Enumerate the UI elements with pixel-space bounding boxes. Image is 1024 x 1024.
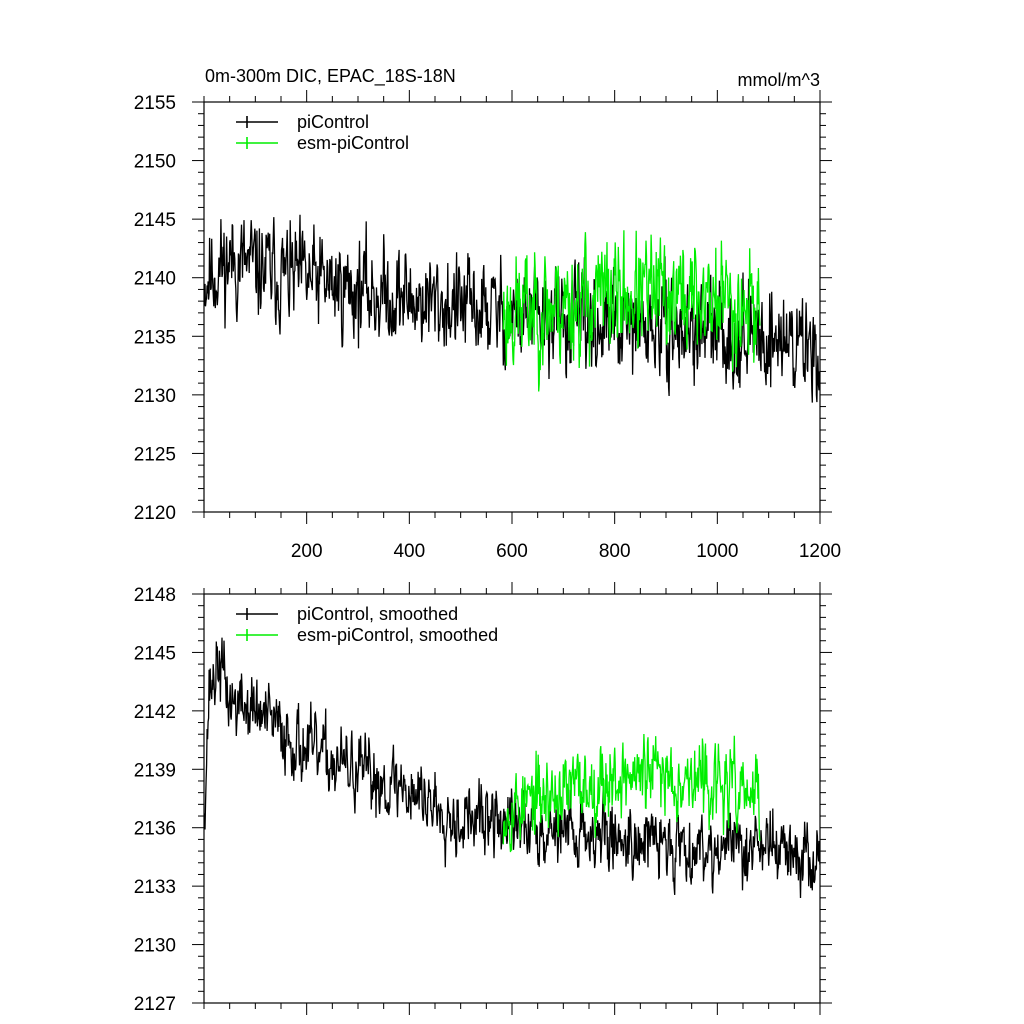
y-tick-label: 2120 — [134, 503, 176, 524]
y-tick-label: 2142 — [134, 702, 176, 723]
x-tick-label: 200 — [291, 541, 323, 562]
x-tick-label: 1000 — [696, 541, 738, 562]
units-label: mmol/m^3 — [738, 70, 820, 90]
series-line-picontrol — [204, 637, 820, 899]
legend-label: piControl — [297, 112, 369, 132]
y-tick-label: 2127 — [134, 994, 176, 1015]
y-tick-label: 2155 — [134, 93, 176, 114]
legend-label: esm-piControl — [297, 133, 409, 153]
y-tick-label: 2150 — [134, 152, 176, 173]
series-line-esm-picontrol — [502, 733, 761, 853]
y-tick-label: 2130 — [134, 386, 176, 407]
legend-label: esm-piControl, smoothed — [297, 625, 498, 645]
y-tick-label: 2135 — [134, 327, 176, 348]
series-line-esm-picontrol — [502, 230, 761, 392]
y-tick-label: 2145 — [134, 210, 176, 231]
x-tick-label: 800 — [599, 541, 631, 562]
legend-label: piControl, smoothed — [297, 604, 458, 624]
bottom-panel: 2127 2130 2133 2136 2139 2142 2145 2148 piContro… — [134, 582, 832, 1015]
x-tick-label: 400 — [393, 541, 425, 562]
y-tick-label: 2136 — [134, 819, 176, 840]
y-tick-label: 2148 — [134, 585, 176, 606]
series-line-picontrol — [204, 214, 820, 403]
chart-title: 0m-300m DIC, EPAC_18S-18N — [205, 66, 456, 87]
y-tick-label: 2125 — [134, 444, 176, 465]
x-tick-label: 600 — [496, 541, 528, 562]
x-tick-label: 1200 — [799, 541, 841, 562]
y-tick-label: 2145 — [134, 643, 176, 664]
top-panel: 0m-300m DIC, EPAC_18S-18N mmol/m^3 200 40… — [134, 66, 841, 562]
y-tick-label: 2140 — [134, 269, 176, 290]
y-tick-label: 2133 — [134, 877, 176, 898]
y-tick-label: 2130 — [134, 936, 176, 957]
y-tick-label: 2139 — [134, 760, 176, 781]
